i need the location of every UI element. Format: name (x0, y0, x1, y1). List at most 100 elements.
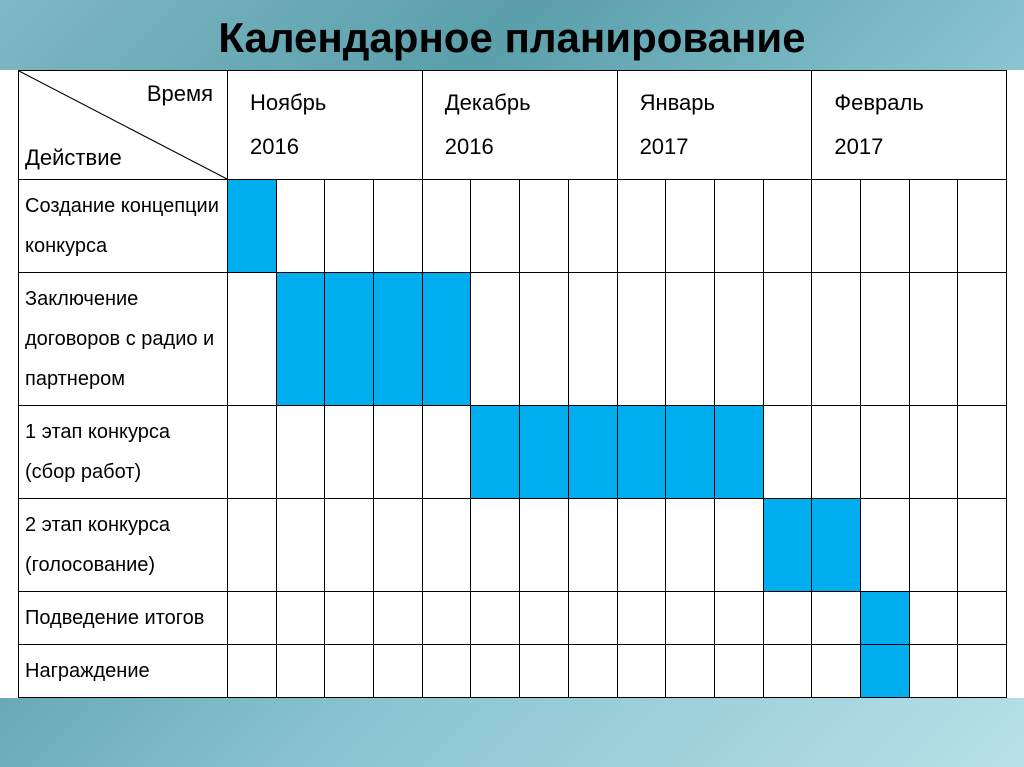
gantt-cell (325, 592, 374, 645)
gantt-cell (861, 180, 910, 273)
gantt-cell (666, 273, 715, 406)
month-header: Ноябрь2016 (228, 71, 423, 180)
gantt-cell-filled (714, 406, 763, 499)
row-label: Создание концепции конкурса (19, 180, 228, 273)
gantt-cell (568, 592, 617, 645)
gantt-cell (422, 592, 471, 645)
gantt-cell (909, 180, 958, 273)
gantt-cell (374, 592, 423, 645)
gantt-cell (666, 499, 715, 592)
gantt-cell-filled (861, 592, 910, 645)
gantt-cell-filled (617, 406, 666, 499)
gantt-cell (422, 406, 471, 499)
month-header: Январь2017 (617, 71, 812, 180)
month-header: Декабрь2016 (422, 71, 617, 180)
gantt-cell (666, 180, 715, 273)
gantt-cell (763, 180, 812, 273)
gantt-cell-filled (325, 273, 374, 406)
gantt-cell (276, 592, 325, 645)
gantt-cell (471, 180, 520, 273)
row-label: 2 этап конкурса (голосование) (19, 499, 228, 592)
gantt-cell (666, 592, 715, 645)
table-row: Награждение (19, 645, 1007, 698)
row-label: Подведение итогов (19, 592, 228, 645)
gantt-cell (276, 180, 325, 273)
table-row: Заключение договоров с радио и партнером (19, 273, 1007, 406)
gantt-cell (325, 645, 374, 698)
gantt-cell (617, 592, 666, 645)
gantt-cell (909, 592, 958, 645)
gantt-cell (763, 406, 812, 499)
gantt-cell-filled (812, 499, 861, 592)
gantt-cell (958, 645, 1007, 698)
gantt-cell-filled (228, 180, 277, 273)
gantt-cell (422, 645, 471, 698)
gantt-cell (374, 406, 423, 499)
gantt-cell (909, 645, 958, 698)
gantt-cell (812, 180, 861, 273)
gantt-cell (958, 406, 1007, 499)
gantt-cell (520, 645, 569, 698)
gantt-cell (325, 499, 374, 592)
gantt-cell (520, 499, 569, 592)
gantt-cell (228, 645, 277, 698)
table-row: Подведение итогов (19, 592, 1007, 645)
gantt-cell (228, 406, 277, 499)
gantt-cell (958, 499, 1007, 592)
gantt-table: Время Действие Ноябрь2016Декабрь2016Янва… (18, 70, 1007, 698)
gantt-cell (812, 406, 861, 499)
gantt-cell (228, 592, 277, 645)
gantt-cell (812, 645, 861, 698)
page-title: Календарное планирование (0, 0, 1024, 70)
gantt-cell (568, 180, 617, 273)
gantt-table-wrap: Время Действие Ноябрь2016Декабрь2016Янва… (0, 70, 1024, 698)
gantt-cell (276, 406, 325, 499)
gantt-cell (471, 645, 520, 698)
gantt-cell (617, 273, 666, 406)
gantt-cell (374, 180, 423, 273)
gantt-cell (276, 499, 325, 592)
header-corner: Время Действие (19, 71, 228, 180)
gantt-cell-filled (568, 406, 617, 499)
gantt-cell (714, 645, 763, 698)
gantt-cell-filled (374, 273, 423, 406)
header-time-label: Время (147, 81, 213, 107)
gantt-cell (568, 273, 617, 406)
gantt-cell (520, 273, 569, 406)
gantt-cell (276, 645, 325, 698)
table-row: 2 этап конкурса (голосование) (19, 499, 1007, 592)
gantt-cell (471, 499, 520, 592)
gantt-cell (763, 592, 812, 645)
gantt-cell-filled (861, 645, 910, 698)
gantt-cell (909, 273, 958, 406)
gantt-cell (714, 273, 763, 406)
gantt-cell (666, 645, 715, 698)
gantt-cell (520, 180, 569, 273)
gantt-cell (471, 592, 520, 645)
gantt-cell (763, 273, 812, 406)
gantt-cell (714, 592, 763, 645)
row-label: Награждение (19, 645, 228, 698)
gantt-cell (958, 273, 1007, 406)
gantt-cell (909, 406, 958, 499)
gantt-cell (568, 499, 617, 592)
gantt-cell (861, 499, 910, 592)
gantt-cell (861, 406, 910, 499)
gantt-cell-filled (666, 406, 715, 499)
gantt-cell (568, 645, 617, 698)
row-label: Заключение договоров с радио и партнером (19, 273, 228, 406)
gantt-cell (520, 592, 569, 645)
gantt-cell (812, 592, 861, 645)
gantt-cell (617, 645, 666, 698)
gantt-cell-filled (471, 406, 520, 499)
gantt-cell-filled (763, 499, 812, 592)
gantt-cell (958, 592, 1007, 645)
gantt-cell (422, 499, 471, 592)
gantt-cell (812, 273, 861, 406)
gantt-cell (422, 180, 471, 273)
gantt-cell (909, 499, 958, 592)
gantt-cell (374, 645, 423, 698)
gantt-cell (228, 273, 277, 406)
gantt-cell (325, 180, 374, 273)
gantt-cell (617, 499, 666, 592)
